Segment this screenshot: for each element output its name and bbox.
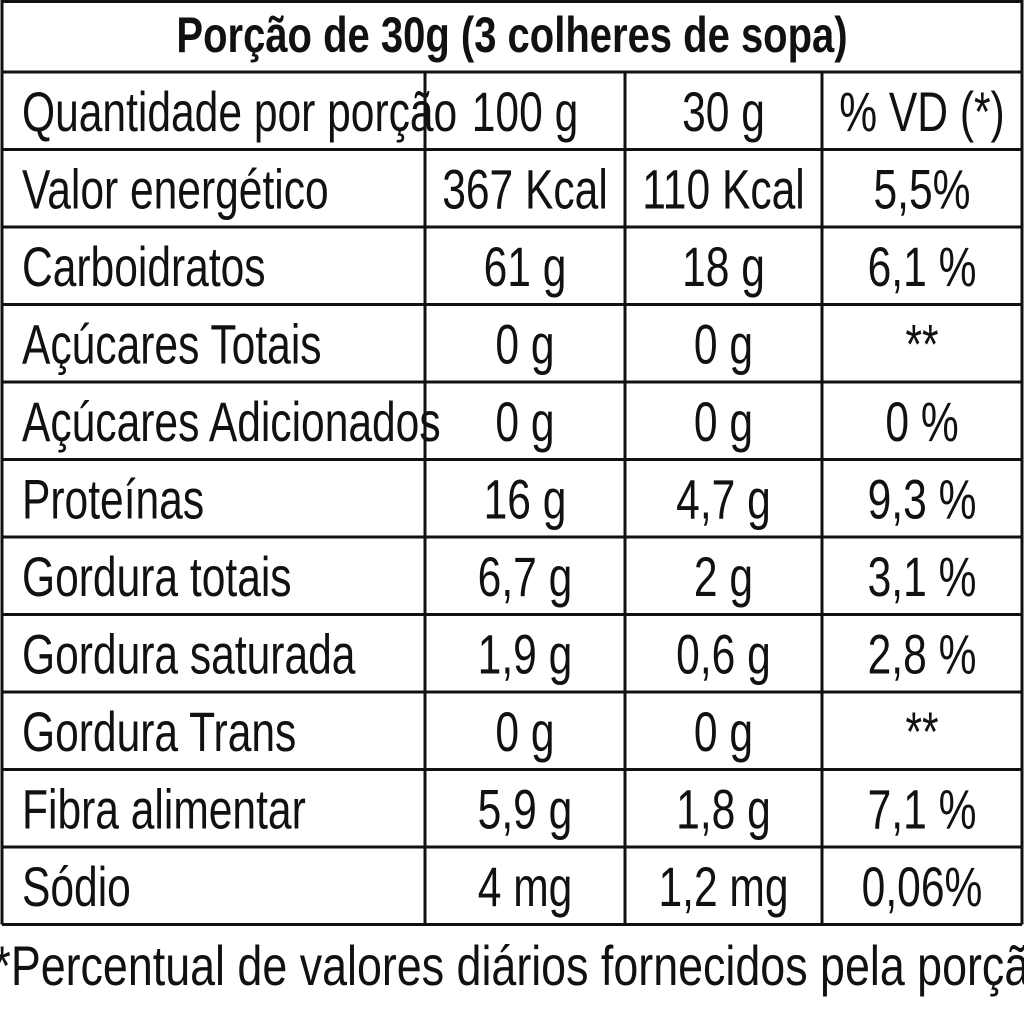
row-label: Quantidade por porção: [22, 80, 457, 143]
cell: 4,7 g: [676, 468, 771, 531]
row-label: Proteínas: [22, 468, 204, 531]
row-label: Gordura Trans: [22, 700, 296, 763]
row-label: Carboidratos: [22, 235, 266, 298]
cell: 6,1 %: [868, 235, 977, 298]
cell: 0 g: [694, 390, 753, 453]
cell: 61 g: [484, 235, 567, 298]
cell: 1,9 g: [478, 623, 573, 686]
table-title: Porção de 30g (3 colheres de sopa): [176, 7, 847, 63]
cell: **: [905, 700, 938, 763]
cell: 5,9 g: [478, 778, 573, 841]
cell: 6,7 g: [478, 545, 573, 608]
cell: 367 Kcal: [442, 158, 608, 221]
cell: 100 g: [472, 80, 578, 143]
cell: 0,6 g: [676, 623, 771, 686]
cell: 3,1 %: [868, 545, 977, 608]
cell: 4 mg: [478, 855, 573, 918]
cell: 16 g: [484, 468, 567, 531]
cell: 1,2 mg: [658, 855, 788, 918]
cell: 0,06%: [862, 855, 983, 918]
cell: 18 g: [682, 235, 765, 298]
row-label: Fibra alimentar: [22, 778, 306, 841]
cell: 110 Kcal: [642, 158, 804, 221]
row-label: Açúcares Totais: [22, 313, 322, 376]
cell: 0 g: [694, 700, 753, 763]
cell: 7,1 %: [868, 778, 977, 841]
footnote: *Percentual de valores diários fornecido…: [0, 934, 1024, 997]
row-label: Valor energético: [22, 158, 329, 221]
cell: 2,8 %: [868, 623, 977, 686]
cell: 0 g: [694, 313, 753, 376]
cell: 9,3 %: [868, 468, 977, 531]
cell: 1,8 g: [676, 778, 771, 841]
cell: 30 g: [682, 80, 765, 143]
row-label: Sódio: [22, 855, 131, 918]
cell: 2 g: [694, 545, 753, 608]
row-label: Gordura saturada: [22, 623, 356, 686]
cell: 5,5%: [874, 158, 971, 221]
row-label: Gordura totais: [22, 545, 292, 608]
cell: 0 g: [495, 313, 554, 376]
cell: 0 %: [885, 390, 958, 453]
cell: **: [905, 313, 938, 376]
cell: 0 g: [495, 700, 554, 763]
row-label: Açúcares Adicionados: [22, 390, 441, 453]
cell: % VD (*): [839, 80, 1004, 143]
cell: 0 g: [495, 390, 554, 453]
